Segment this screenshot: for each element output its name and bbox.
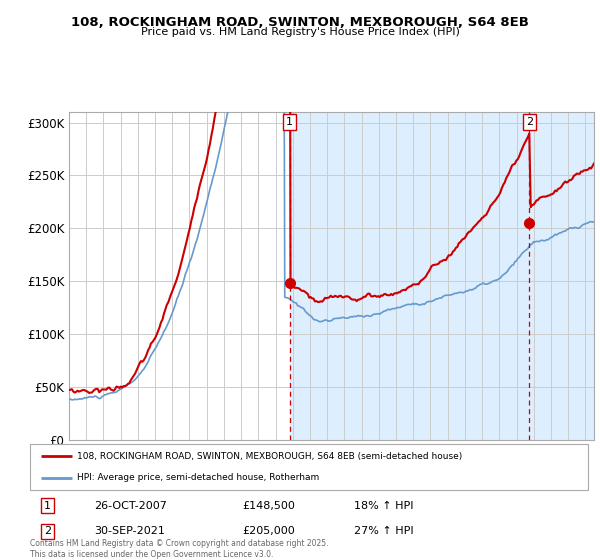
- Text: Contains HM Land Registry data © Crown copyright and database right 2025.
This d: Contains HM Land Registry data © Crown c…: [30, 539, 329, 559]
- Text: 108, ROCKINGHAM ROAD, SWINTON, MEXBOROUGH, S64 8EB (semi-detached house): 108, ROCKINGHAM ROAD, SWINTON, MEXBOROUG…: [77, 452, 463, 461]
- Text: 2: 2: [44, 526, 51, 536]
- Text: 108, ROCKINGHAM ROAD, SWINTON, MEXBOROUGH, S64 8EB: 108, ROCKINGHAM ROAD, SWINTON, MEXBOROUG…: [71, 16, 529, 29]
- Text: 27% ↑ HPI: 27% ↑ HPI: [353, 526, 413, 536]
- Text: 1: 1: [44, 501, 51, 511]
- Text: 30-SEP-2021: 30-SEP-2021: [94, 526, 165, 536]
- Text: 2: 2: [526, 117, 533, 127]
- Text: 18% ↑ HPI: 18% ↑ HPI: [353, 501, 413, 511]
- FancyBboxPatch shape: [30, 444, 588, 490]
- Text: 26-OCT-2007: 26-OCT-2007: [94, 501, 167, 511]
- Text: £148,500: £148,500: [242, 501, 295, 511]
- Text: 1: 1: [286, 117, 293, 127]
- Text: HPI: Average price, semi-detached house, Rotherham: HPI: Average price, semi-detached house,…: [77, 473, 320, 482]
- Text: £205,000: £205,000: [242, 526, 295, 536]
- Bar: [290, 112, 594, 440]
- Text: Price paid vs. HM Land Registry's House Price Index (HPI): Price paid vs. HM Land Registry's House …: [140, 27, 460, 37]
